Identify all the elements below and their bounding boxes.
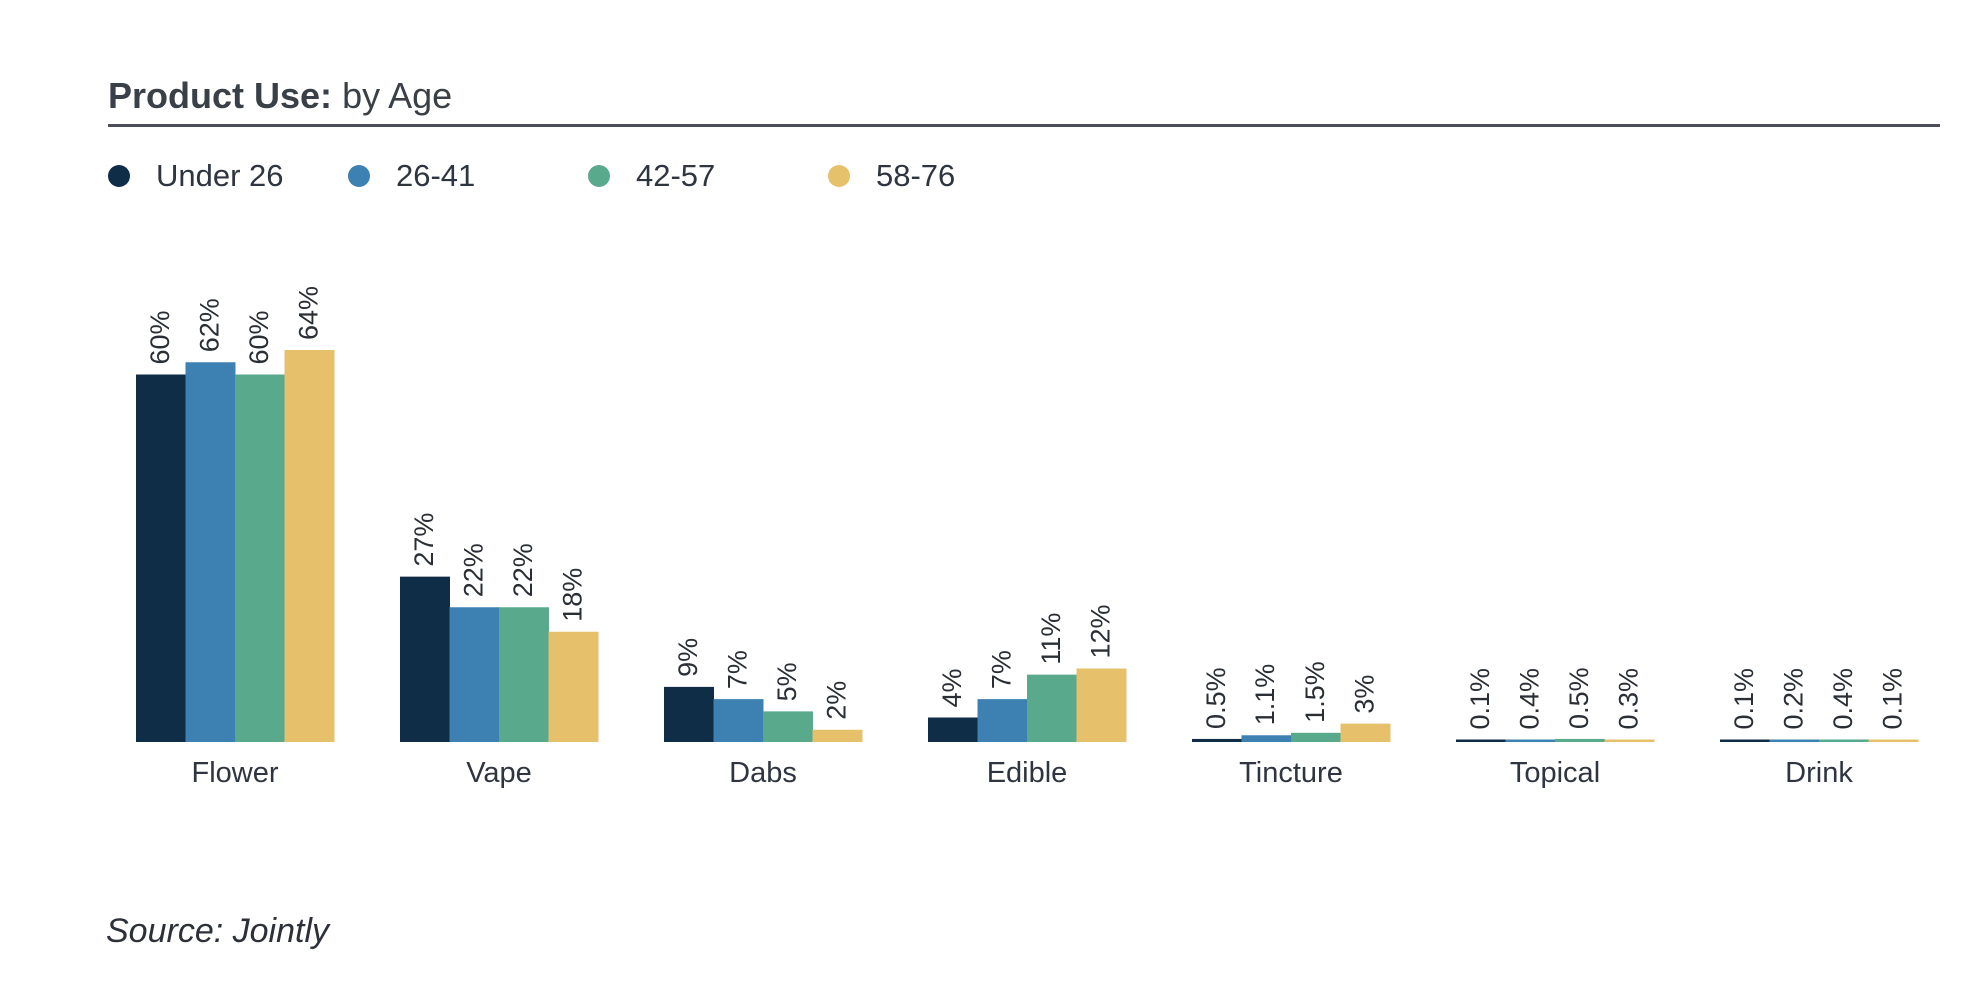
bar-vape-under-26 <box>400 576 450 742</box>
data-label-flower-58-76: 64% <box>293 286 323 340</box>
data-label-edible-under-26: 4% <box>937 668 967 707</box>
data-label-topical-58-76: 0.3% <box>1613 668 1643 730</box>
bar-topical-42-57 <box>1555 738 1605 742</box>
bar-drink-26-41 <box>1769 739 1820 742</box>
bar-group-vape: 27% 22% 22% 18% Vape <box>400 513 599 789</box>
data-label-dabs-58-76: 2% <box>821 681 851 720</box>
bar-group-tincture: 0.5% 1.1% 1.5% 3% Tincture <box>1192 661 1391 789</box>
data-label-edible-26-41: 7% <box>986 650 1016 689</box>
bar-tincture-58-76 <box>1340 723 1391 742</box>
data-label-edible-58-76: 12% <box>1085 604 1115 658</box>
data-label-vape-42-57: 22% <box>508 543 538 597</box>
bar-vape-58-76 <box>548 631 599 742</box>
title-divider <box>108 124 1940 127</box>
bar-edible-under-26 <box>928 717 978 742</box>
data-label-tincture-under-26: 0.5% <box>1201 667 1231 729</box>
bar-flower-42-57 <box>235 374 285 742</box>
category-label-tincture: Tincture <box>1239 757 1343 789</box>
bar-flower-under-26 <box>136 374 186 742</box>
chart-title-bold: Product Use: <box>108 75 333 116</box>
data-label-vape-26-41: 22% <box>458 543 488 597</box>
legend-swatch-58-76 <box>828 165 850 187</box>
bar-edible-42-57 <box>1027 674 1077 742</box>
bar-drink-42-57 <box>1819 739 1869 742</box>
bar-dabs-58-76 <box>812 729 863 742</box>
bar-flower-26-41 <box>185 362 236 742</box>
bar-group-edible: 4% 7% 11% 12% Edible <box>928 604 1127 789</box>
legend-label-58-76: 58-76 <box>876 158 956 193</box>
chart-title-rest: by Age <box>342 75 453 116</box>
bar-dabs-26-41 <box>713 699 764 742</box>
bar-tincture-42-57 <box>1291 732 1341 742</box>
bar-edible-58-76 <box>1076 668 1127 742</box>
legend-swatch-under-26 <box>108 165 130 187</box>
bar-topical-under-26 <box>1456 739 1506 742</box>
bar-dabs-42-57 <box>763 711 813 742</box>
category-label-topical: Topical <box>1510 757 1600 789</box>
bar-topical-58-76 <box>1604 739 1655 742</box>
legend-label-42-57: 42-57 <box>636 158 716 193</box>
bar-drink-58-76 <box>1868 739 1919 742</box>
legend-label-26-41: 26-41 <box>396 158 476 193</box>
data-label-tincture-26-41: 1.1% <box>1250 664 1280 726</box>
data-label-dabs-42-57: 5% <box>772 662 802 701</box>
data-label-flower-under-26: 60% <box>145 310 175 364</box>
data-label-tincture-58-76: 3% <box>1349 675 1379 714</box>
data-label-flower-42-57: 60% <box>244 310 274 364</box>
data-label-vape-58-76: 18% <box>557 568 587 622</box>
bar-vape-26-41 <box>449 607 500 742</box>
bar-group-flower: 60% 62% 60% 64% Flower <box>136 286 335 789</box>
data-label-dabs-under-26: 9% <box>673 638 703 677</box>
legend-label-under-26: Under 26 <box>156 158 284 193</box>
data-label-drink-26-41: 0.2% <box>1778 668 1808 730</box>
bar-flower-58-76 <box>284 350 335 742</box>
data-label-vape-under-26: 27% <box>409 513 439 567</box>
legend-swatch-26-41 <box>348 165 370 187</box>
data-label-drink-58-76: 0.1% <box>1877 668 1907 730</box>
data-label-topical-under-26: 0.1% <box>1465 668 1495 730</box>
bar-topical-26-41 <box>1505 739 1556 742</box>
bar-group-topical: 0.1% 0.4% 0.5% 0.3% Topical <box>1456 667 1655 789</box>
category-label-edible: Edible <box>987 757 1068 789</box>
category-label-drink: Drink <box>1785 757 1853 789</box>
data-label-tincture-42-57: 1.5% <box>1300 661 1330 723</box>
data-label-drink-42-57: 0.4% <box>1828 668 1858 730</box>
bar-group-drink: 0.1% 0.2% 0.4% 0.1% Drink <box>1720 668 1919 789</box>
source-note: Source: Jointly <box>106 912 329 950</box>
category-label-dabs: Dabs <box>729 757 797 789</box>
bar-group-dabs: 9% 7% 5% 2% Dabs <box>664 638 863 789</box>
bar-tincture-under-26 <box>1192 738 1242 742</box>
data-label-topical-42-57: 0.5% <box>1564 667 1594 729</box>
data-label-edible-42-57: 11% <box>1036 613 1066 665</box>
category-label-vape: Vape <box>466 757 532 789</box>
bar-drink-under-26 <box>1720 739 1770 742</box>
bar-dabs-under-26 <box>664 686 714 742</box>
chart-title: Product Use: by Age <box>108 74 452 118</box>
bar-edible-26-41 <box>977 699 1028 742</box>
bar-tincture-26-41 <box>1241 735 1292 742</box>
data-label-topical-26-41: 0.4% <box>1514 668 1544 730</box>
data-label-flower-26-41: 62% <box>194 298 224 352</box>
data-label-dabs-26-41: 7% <box>722 650 752 689</box>
legend-swatch-42-57 <box>588 165 610 187</box>
bar-vape-42-57 <box>499 607 549 742</box>
data-label-drink-under-26: 0.1% <box>1729 668 1759 730</box>
category-label-flower: Flower <box>191 757 278 789</box>
